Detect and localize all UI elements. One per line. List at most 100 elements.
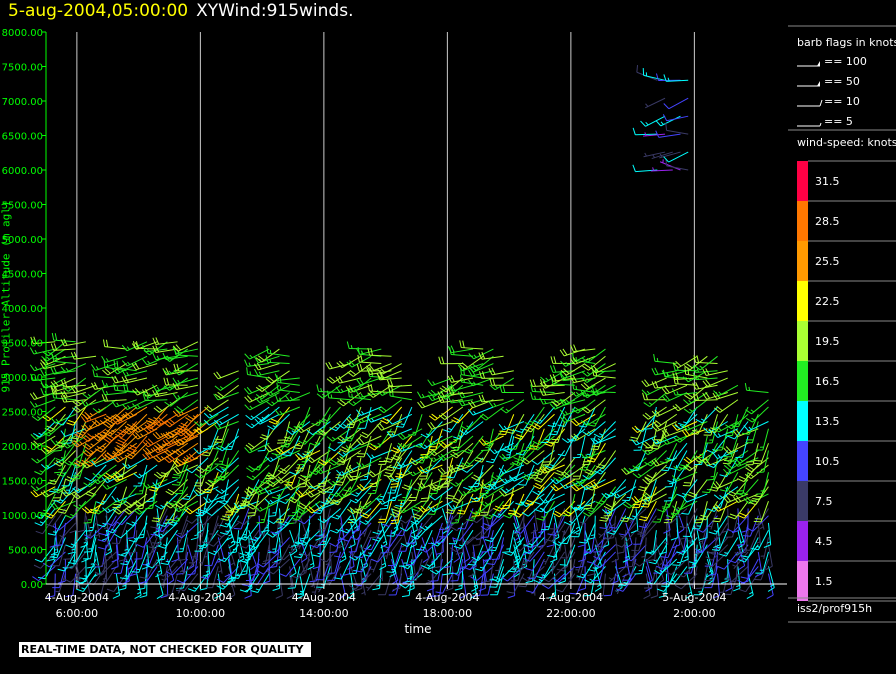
barb-half — [335, 528, 340, 532]
barb-full — [457, 527, 466, 530]
barb-full — [226, 504, 233, 511]
barb-full — [285, 484, 291, 491]
barb-full — [33, 440, 40, 447]
wind-barb — [202, 450, 219, 472]
barb-staff — [181, 421, 199, 437]
barb-full — [552, 512, 560, 518]
wind-barb — [111, 522, 128, 545]
barb-staff — [54, 573, 56, 596]
barb-full — [102, 422, 110, 429]
wind-barb — [61, 464, 77, 487]
barb-staff — [269, 493, 290, 505]
barb-half — [223, 499, 228, 503]
barb-full — [74, 433, 82, 439]
barb-staff — [294, 413, 311, 431]
barb-full — [49, 479, 57, 483]
barb-half — [552, 422, 557, 425]
barb-full — [216, 578, 224, 584]
wind-barb — [283, 435, 301, 457]
barb-half — [371, 454, 375, 458]
wind-barb — [152, 522, 168, 544]
barb-half — [250, 415, 255, 419]
barb-full — [111, 495, 117, 503]
wind-barb — [239, 529, 260, 549]
barb-half — [406, 564, 411, 567]
barb-full — [578, 468, 587, 471]
barb-staff — [602, 573, 606, 596]
wind-barb — [184, 500, 209, 515]
wind-barb — [449, 471, 474, 487]
barb-staff — [147, 435, 168, 448]
barb-full — [355, 378, 361, 386]
barb-staff — [65, 363, 87, 373]
barb-staff — [64, 392, 86, 399]
barb-full — [498, 467, 505, 474]
barb-staff — [122, 486, 138, 504]
barb-half — [316, 588, 321, 591]
barb-full — [50, 551, 58, 556]
barb-full — [172, 476, 180, 479]
barb-full — [165, 367, 170, 375]
barb-full — [390, 486, 398, 488]
barb-full — [274, 558, 282, 563]
barb-staff — [361, 457, 382, 469]
barb-full — [37, 576, 46, 580]
barb-staff — [577, 399, 596, 414]
barb-full — [167, 431, 175, 436]
barb-full — [123, 383, 126, 392]
wind-barb — [271, 479, 291, 500]
barb-full — [115, 507, 122, 513]
barb-full — [132, 403, 138, 410]
barb-half — [318, 509, 322, 512]
barb-half — [364, 520, 369, 523]
barb-staff — [222, 435, 239, 452]
barb-full — [133, 473, 140, 479]
barb-full — [255, 394, 263, 400]
wind-barb — [115, 486, 138, 505]
barb-staff — [201, 515, 209, 537]
barb-half — [34, 376, 37, 381]
barb-full — [173, 450, 180, 456]
barb-full — [33, 489, 39, 496]
barb-half — [412, 471, 417, 475]
barb-full — [213, 372, 219, 380]
barb-staff — [70, 566, 87, 583]
wind-barb — [165, 558, 189, 576]
barb-full — [145, 507, 153, 510]
barb-half — [130, 412, 134, 416]
barb-staff — [53, 397, 76, 401]
wind-barb — [278, 522, 284, 545]
barb-full — [88, 511, 96, 514]
wind-barb — [570, 479, 596, 492]
barb-full — [185, 468, 193, 474]
wind-barb — [121, 399, 148, 410]
wind-barb — [92, 464, 117, 479]
barb-full — [46, 558, 54, 562]
barb-half — [352, 401, 357, 405]
barb-full — [241, 500, 250, 504]
wind-barb — [287, 493, 301, 517]
barb-staff — [220, 384, 239, 399]
barb-staff — [548, 508, 555, 530]
barb-full — [395, 534, 403, 537]
barb-staff — [278, 522, 284, 545]
barb-full — [257, 449, 266, 452]
wind-barb — [499, 385, 524, 394]
barb-half — [421, 393, 425, 398]
barb-half — [462, 393, 466, 398]
barb-full — [126, 452, 134, 458]
barb-staff — [148, 421, 168, 434]
barb-full — [106, 452, 114, 458]
wind-barb — [121, 369, 148, 377]
barb-staff — [525, 544, 535, 566]
barb-full — [165, 571, 173, 576]
barb-full — [57, 441, 66, 445]
barb-full — [256, 562, 264, 568]
barb-staff — [146, 544, 150, 567]
wind-barb — [233, 500, 260, 510]
wind-barb — [264, 493, 290, 505]
barb-full — [392, 587, 401, 591]
barb-half — [589, 578, 594, 582]
barb-full — [174, 460, 182, 466]
barb-staff — [217, 537, 225, 559]
